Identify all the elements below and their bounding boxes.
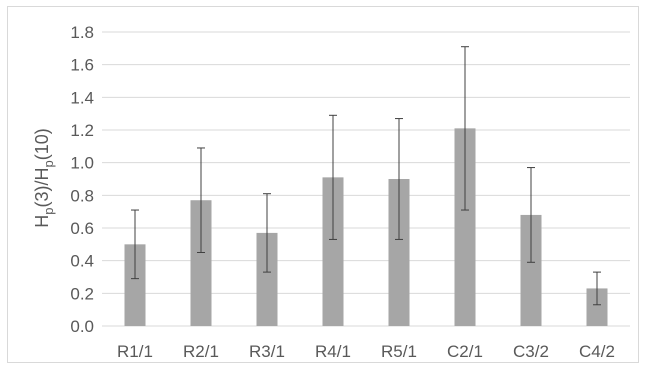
bar (256, 232, 278, 326)
x-tick-label: R3/1 (249, 342, 285, 361)
error-bar (527, 167, 535, 263)
y-tick-label: 0.6 (70, 219, 94, 238)
bar (586, 288, 608, 326)
x-tick-label: R1/1 (117, 342, 153, 361)
x-tick-labels: R1/1 R2/1 R3/1 R4/1 R5/1 C2/1 C3/2 C4/2 (117, 342, 615, 361)
bar (190, 200, 212, 326)
error-bar (197, 147, 205, 253)
bar (124, 244, 146, 326)
chart-frame (7, 6, 639, 363)
y-tick-label: 0.8 (70, 186, 94, 205)
y-tick-label: 1.0 (70, 154, 94, 173)
x-tick-label: R2/1 (183, 342, 219, 361)
x-tick-label: C2/1 (447, 342, 483, 361)
error-bar (461, 46, 469, 211)
gridlines (102, 31, 630, 327)
y-tick-label: 1.8 (70, 23, 94, 42)
error-bar (131, 209, 139, 280)
y-tick-label: 0.4 (70, 252, 94, 271)
y-tick-label: 1.2 (70, 121, 94, 140)
error-bars (131, 46, 601, 306)
y-axis-label: Hp(3)/Hp(10) (32, 128, 56, 227)
y-tick-label: 1.4 (70, 88, 94, 107)
x-tick-label: C4/2 (579, 342, 615, 361)
error-bar (395, 118, 403, 240)
y-tick-labels: 0.0 0.2 0.4 0.6 0.8 1.0 1.2 1.4 1.6 1.8 (70, 23, 94, 336)
error-bar (593, 271, 601, 306)
y-tick-label: 1.6 (70, 56, 94, 75)
error-bar (263, 193, 271, 273)
y-tick-label: 0.0 (70, 317, 94, 336)
x-tick-label: C3/2 (513, 342, 549, 361)
bar (322, 177, 344, 326)
x-tick-label: R4/1 (315, 342, 351, 361)
bar (388, 179, 410, 326)
bars (124, 128, 608, 326)
bar (520, 214, 542, 326)
error-bar (329, 114, 337, 240)
bar (454, 128, 476, 326)
y-tick-label: 0.2 (70, 284, 94, 303)
x-tick-label: R5/1 (381, 342, 417, 361)
